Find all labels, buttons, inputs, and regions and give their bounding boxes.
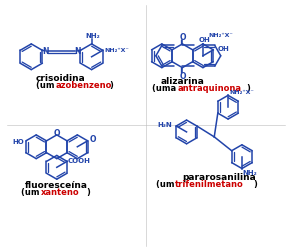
Text: N: N <box>43 47 49 56</box>
Text: trifenilmetano: trifenilmetano <box>175 179 244 188</box>
Text: ): ) <box>253 179 257 188</box>
Text: OH: OH <box>199 37 211 43</box>
Text: ): ) <box>110 81 113 90</box>
Text: azobenzeno: azobenzeno <box>56 81 112 90</box>
Text: (um: (um <box>21 187 43 196</box>
Text: ): ) <box>87 187 91 196</box>
Text: O: O <box>179 71 186 80</box>
Text: antraquinona: antraquinona <box>178 84 242 92</box>
Text: NH₂: NH₂ <box>242 170 257 176</box>
Text: NH₂⁺X⁻: NH₂⁺X⁻ <box>208 33 233 37</box>
Text: (um: (um <box>156 179 177 188</box>
Text: N: N <box>74 47 80 56</box>
Text: O: O <box>89 135 96 144</box>
Text: NH₂: NH₂ <box>85 33 100 39</box>
Text: NH₂⁺X⁻: NH₂⁺X⁻ <box>104 48 129 53</box>
Text: alizarina: alizarina <box>160 77 204 86</box>
Text: fluoresceína: fluoresceína <box>25 180 88 189</box>
Text: COOH: COOH <box>67 158 90 164</box>
Text: (um: (um <box>36 81 58 90</box>
Text: HO: HO <box>12 138 24 144</box>
Text: crisoidina: crisoidina <box>36 74 86 83</box>
Text: pararosanilina: pararosanilina <box>182 172 256 181</box>
Text: O: O <box>179 33 186 42</box>
Text: OH: OH <box>217 46 229 52</box>
Text: xanteno: xanteno <box>41 187 80 196</box>
Text: NH₂⁺X⁻: NH₂⁺X⁻ <box>230 89 254 94</box>
Text: ): ) <box>246 84 250 92</box>
Text: H₂N: H₂N <box>157 121 172 128</box>
Text: (uma: (uma <box>152 84 179 92</box>
Text: O: O <box>53 129 60 138</box>
